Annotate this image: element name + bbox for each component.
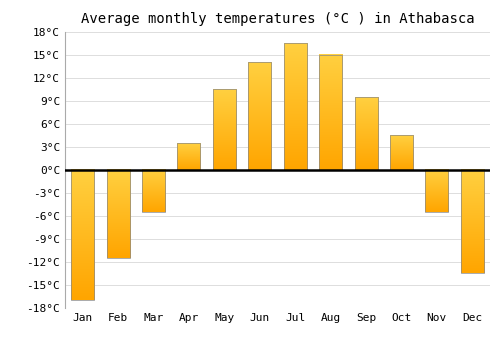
Bar	[213, 89, 236, 170]
Bar	[426, 170, 448, 212]
Bar	[248, 62, 272, 170]
Bar	[178, 143, 201, 170]
Bar	[461, 170, 484, 273]
Bar	[71, 170, 94, 300]
Title: Average monthly temperatures (°C ) in Athabasca: Average monthly temperatures (°C ) in At…	[80, 12, 474, 26]
Bar	[390, 135, 413, 170]
Bar	[106, 170, 130, 258]
Bar	[284, 43, 306, 170]
Bar	[354, 97, 378, 170]
Bar	[319, 55, 342, 170]
Bar	[142, 170, 165, 212]
